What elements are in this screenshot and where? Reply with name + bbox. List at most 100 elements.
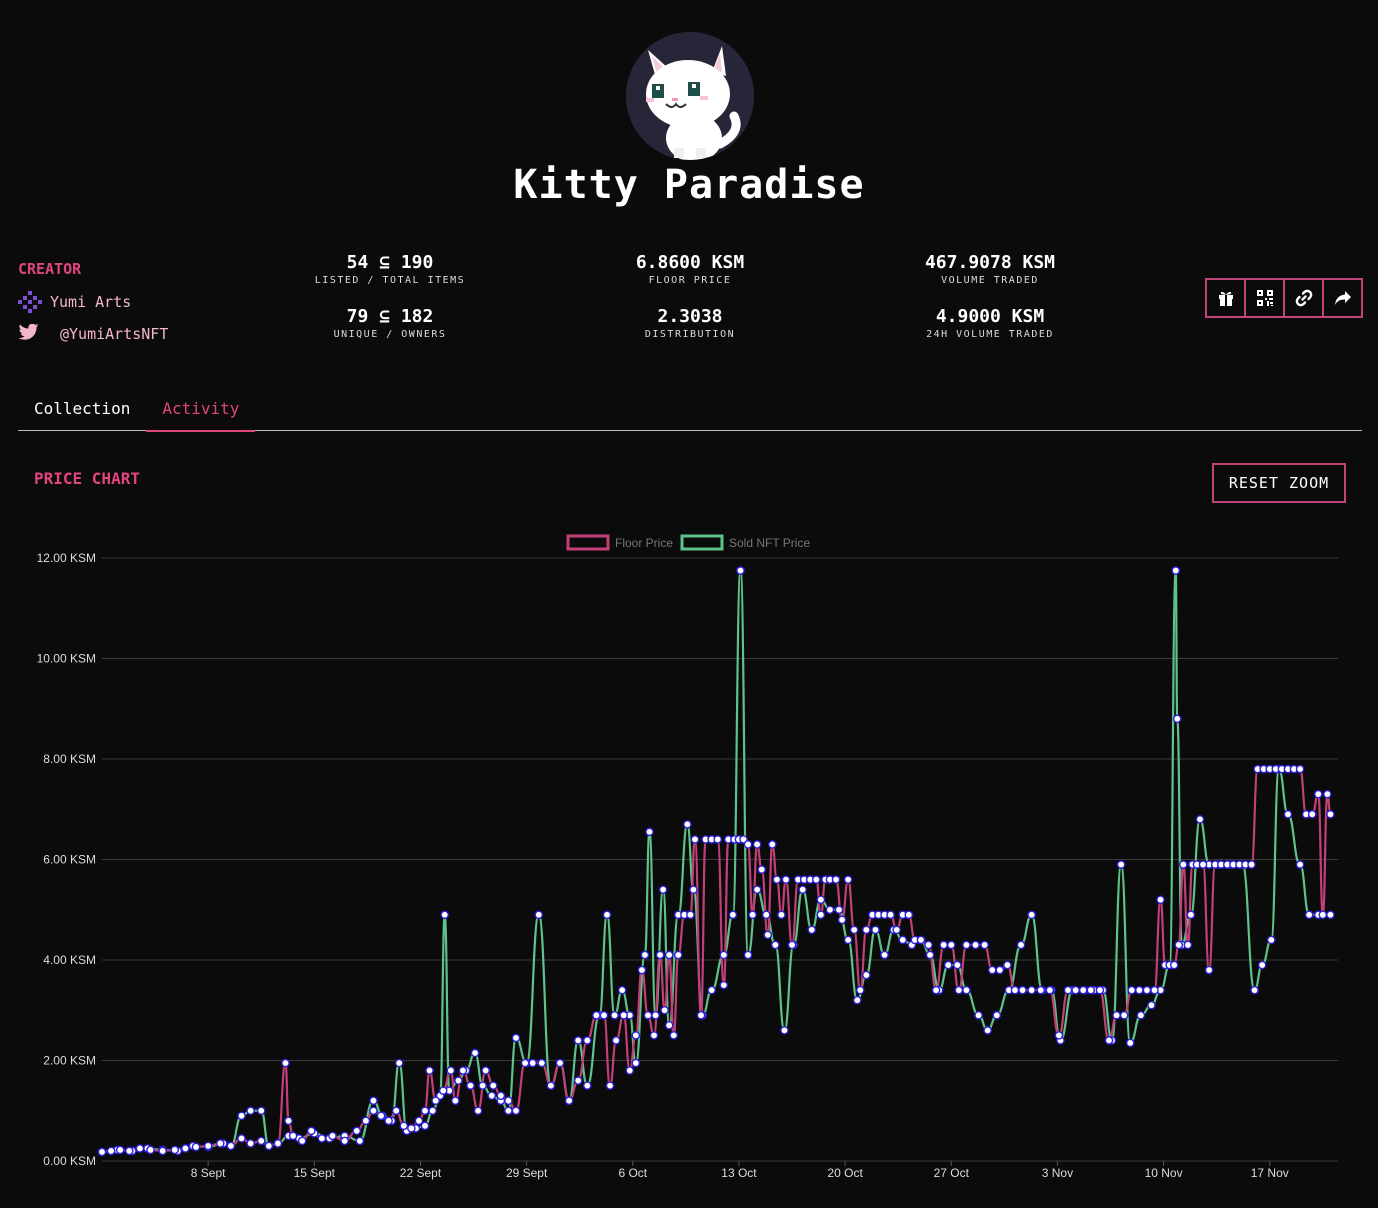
creator-twitter-link[interactable]: @YumiArtsNFT	[18, 323, 168, 344]
data-point-floor-price[interactable]	[592, 1010, 601, 1020]
data-point-floor-price[interactable]	[170, 1145, 180, 1155]
data-point-floor-price[interactable]	[1104, 1036, 1114, 1045]
data-point-sold-nft-price[interactable]	[470, 1048, 480, 1058]
data-point-sold-nft-price[interactable]	[602, 910, 612, 920]
data-point-floor-price[interactable]	[748, 910, 757, 920]
data-point-floor-price[interactable]	[1063, 985, 1073, 995]
data-point-floor-price[interactable]	[812, 875, 821, 884]
data-point-floor-price[interactable]	[446, 1066, 456, 1075]
data-point-sold-nft-price[interactable]	[743, 950, 753, 960]
data-point-floor-price[interactable]	[481, 1066, 490, 1075]
data-point-floor-price[interactable]	[843, 875, 853, 884]
data-point-floor-price[interactable]	[855, 985, 865, 995]
data-point-floor-price[interactable]	[1135, 985, 1144, 995]
data-point-floor-price[interactable]	[781, 875, 791, 884]
data-point-sold-nft-price[interactable]	[651, 1010, 660, 1020]
data-point-sold-nft-price[interactable]	[1186, 910, 1196, 920]
data-point-floor-price[interactable]	[777, 910, 786, 920]
data-point-floor-price[interactable]	[281, 1058, 290, 1068]
qr-code-button[interactable]	[1244, 278, 1285, 318]
data-point-sold-nft-price[interactable]	[617, 985, 627, 995]
data-point-floor-price[interactable]	[458, 1066, 468, 1075]
data-point-sold-nft-price[interactable]	[719, 950, 729, 960]
data-point-sold-nft-price[interactable]	[573, 1036, 583, 1045]
data-point-floor-price[interactable]	[1318, 910, 1328, 920]
data-point-floor-price[interactable]	[1295, 764, 1305, 774]
data-point-sold-nft-price[interactable]	[511, 1033, 521, 1043]
data-point-floor-price[interactable]	[203, 1141, 213, 1151]
data-point-floor-price[interactable]	[892, 925, 901, 935]
data-point-floor-price[interactable]	[97, 1147, 107, 1157]
data-point-sold-nft-price[interactable]	[631, 1058, 641, 1068]
data-point-floor-price[interactable]	[237, 1134, 246, 1143]
data-point-floor-price[interactable]	[555, 1058, 565, 1068]
data-point-floor-price[interactable]	[146, 1145, 155, 1155]
data-point-floor-price[interactable]	[106, 1146, 116, 1156]
gift-button[interactable]	[1205, 278, 1246, 318]
data-point-floor-price[interactable]	[473, 1106, 483, 1116]
data-point-floor-price[interactable]	[135, 1144, 145, 1153]
data-point-floor-price[interactable]	[537, 1058, 547, 1068]
data-point-sold-nft-price[interactable]	[880, 950, 889, 960]
data-point-sold-nft-price[interactable]	[534, 910, 544, 920]
data-point-floor-price[interactable]	[995, 965, 1005, 975]
data-point-sold-nft-price[interactable]	[640, 950, 650, 960]
data-point-floor-price[interactable]	[352, 1126, 362, 1136]
data-point-floor-price[interactable]	[772, 875, 782, 884]
data-point-floor-price[interactable]	[669, 1031, 679, 1040]
data-point-floor-price[interactable]	[1204, 965, 1214, 975]
data-point-sold-nft-price[interactable]	[752, 885, 762, 894]
data-point-floor-price[interactable]	[1119, 1010, 1129, 1020]
data-point-sold-nft-price[interactable]	[478, 1081, 487, 1090]
data-point-floor-price[interactable]	[384, 1116, 393, 1126]
data-point-floor-price[interactable]	[1112, 1010, 1121, 1020]
data-point-sold-nft-price[interactable]	[736, 566, 745, 575]
data-point-floor-price[interactable]	[916, 935, 926, 945]
data-point-floor-price[interactable]	[686, 910, 695, 920]
data-point-floor-price[interactable]	[1095, 985, 1105, 995]
share-button[interactable]	[1322, 278, 1363, 318]
data-point-sold-nft-price[interactable]	[369, 1096, 378, 1106]
data-point-sold-nft-price[interactable]	[1266, 935, 1276, 945]
data-point-sold-nft-price[interactable]	[807, 925, 817, 935]
data-point-floor-price[interactable]	[420, 1106, 430, 1116]
data-point-floor-price[interactable]	[1150, 985, 1159, 995]
data-point-floor-price[interactable]	[787, 940, 797, 950]
data-point-floor-price[interactable]	[528, 1058, 538, 1068]
data-point-sold-nft-price[interactable]	[645, 827, 654, 837]
data-point-floor-price[interactable]	[317, 1134, 327, 1143]
data-point-floor-price[interactable]	[488, 1081, 498, 1090]
data-point-sold-nft-price[interactable]	[1195, 814, 1205, 824]
data-point-sold-nft-price[interactable]	[1116, 860, 1126, 869]
data-point-sold-nft-price[interactable]	[504, 1106, 513, 1116]
data-point-floor-price[interactable]	[391, 1106, 401, 1116]
data-point-floor-price[interactable]	[361, 1116, 371, 1126]
data-point-sold-nft-price[interactable]	[816, 895, 826, 905]
data-point-floor-price[interactable]	[643, 1010, 653, 1020]
data-point-floor-price[interactable]	[631, 1031, 641, 1040]
data-point-floor-price[interactable]	[837, 915, 847, 925]
data-point-sold-nft-price[interactable]	[898, 935, 908, 945]
data-point-sold-nft-price[interactable]	[707, 985, 716, 995]
data-point-floor-price[interactable]	[158, 1146, 167, 1156]
data-point-floor-price[interactable]	[284, 1116, 293, 1126]
data-point-floor-price[interactable]	[191, 1142, 201, 1152]
data-point-sold-nft-price[interactable]	[256, 1106, 266, 1116]
data-point-floor-price[interactable]	[438, 1086, 448, 1095]
data-point-sold-nft-price[interactable]	[1016, 940, 1026, 950]
data-point-floor-price[interactable]	[297, 1136, 307, 1146]
data-point-floor-price[interactable]	[1174, 940, 1184, 950]
data-point-floor-price[interactable]	[1313, 789, 1323, 799]
data-point-floor-price[interactable]	[340, 1136, 349, 1146]
data-point-sold-nft-price[interactable]	[583, 1081, 592, 1090]
price-chart[interactable]: 0.00 KSM 2.00 KSM 4.00 KSM 6.00 KSM 8.00 KSM…	[0, 520, 1378, 1208]
data-point-floor-price[interactable]	[1307, 809, 1317, 819]
data-point-floor-price[interactable]	[328, 1131, 337, 1141]
data-point-sold-nft-price[interactable]	[962, 985, 971, 995]
data-point-floor-price[interactable]	[115, 1145, 125, 1155]
data-point-floor-price[interactable]	[520, 1058, 530, 1068]
data-point-floor-price[interactable]	[1018, 985, 1027, 995]
data-point-floor-price[interactable]	[980, 940, 989, 950]
data-point-sold-nft-price[interactable]	[953, 960, 962, 970]
data-point-sold-nft-price[interactable]	[683, 820, 692, 829]
